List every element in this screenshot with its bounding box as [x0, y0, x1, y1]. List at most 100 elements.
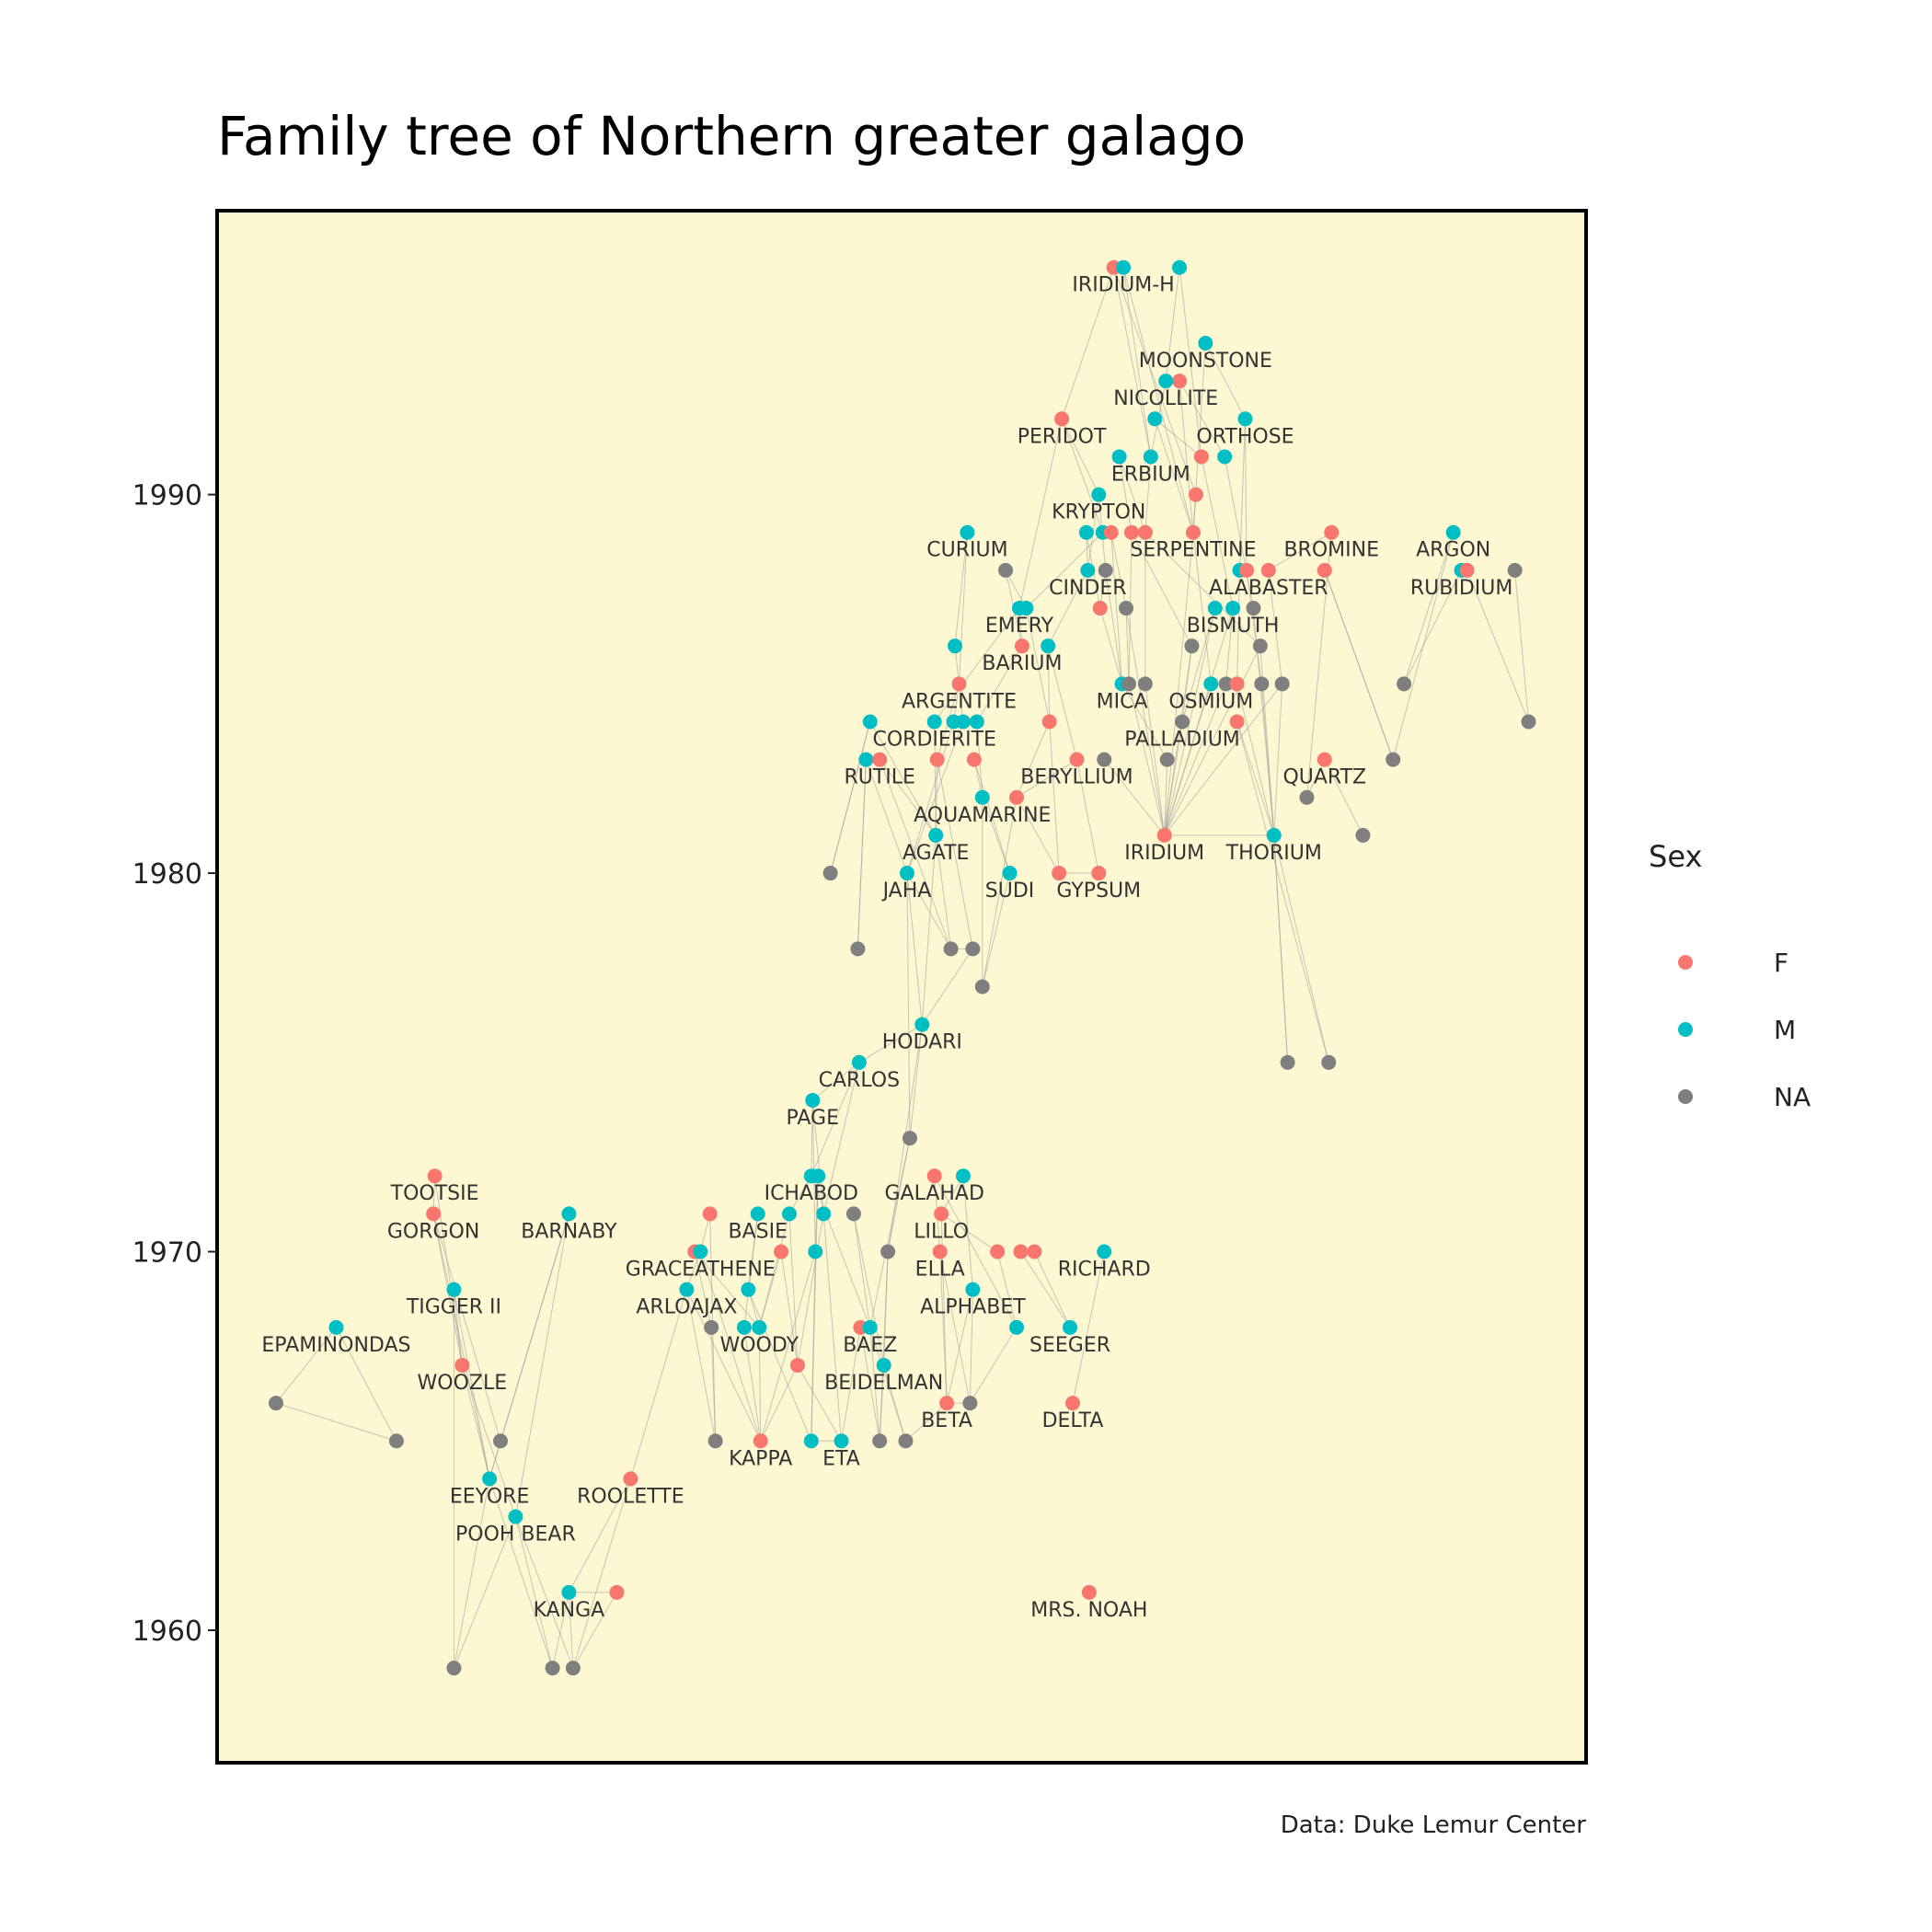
family-edge — [1164, 532, 1194, 835]
family-edge — [1273, 684, 1283, 835]
labels-layer: IRIDIUM-H MOONSTONE NICOLLITE PERIDOT ORTHOS… — [261, 274, 1512, 1622]
animal-point — [834, 1433, 849, 1449]
legend-entries: F M NA — [1678, 948, 1811, 1112]
family-edge — [432, 1213, 501, 1442]
animal-name-label: GALAHAD — [884, 1182, 983, 1205]
animal-point — [1081, 1584, 1097, 1600]
animal-point — [1188, 487, 1203, 502]
family-edge — [1179, 380, 1225, 457]
family-edge — [811, 1099, 824, 1214]
family-edge — [1144, 684, 1166, 835]
family-edge — [1033, 1251, 1071, 1328]
family-edge — [939, 1251, 948, 1404]
y-tick-label: 1960 — [132, 1616, 202, 1648]
family-edge — [1016, 759, 1077, 799]
animal-point — [1254, 676, 1270, 692]
family-edge — [937, 759, 973, 949]
family-edge — [830, 721, 871, 874]
plot-panel — [215, 209, 1588, 1765]
animal-point — [426, 1206, 442, 1222]
animal-point — [1238, 562, 1254, 578]
y-tick-label: 1980 — [132, 858, 202, 891]
animal-point — [803, 1433, 819, 1449]
animal-point — [561, 1584, 577, 1600]
animal-name-label: PALLADIUM — [1124, 728, 1240, 751]
family-edge — [905, 1402, 948, 1442]
animal-name-label: BETA — [921, 1409, 972, 1432]
family-edge — [1154, 419, 1194, 533]
animal-point — [1092, 601, 1108, 616]
animal-point — [862, 1319, 878, 1335]
family-edge — [780, 1251, 799, 1366]
animal-point — [914, 1017, 930, 1032]
family-edge — [822, 1062, 860, 1214]
animal-name-label: TIGGER II — [406, 1296, 501, 1319]
family-edge — [906, 873, 923, 1025]
animal-point — [508, 1509, 523, 1524]
animal-point — [955, 1168, 971, 1184]
animal-point — [1008, 1319, 1024, 1335]
animal-name-label: EPAMINONDAS — [261, 1334, 410, 1357]
animal-name-label: BROMINE — [1283, 539, 1379, 562]
family-edge — [453, 1289, 490, 1479]
animal-name-label: RUTILE — [844, 766, 914, 789]
animal-point — [943, 941, 959, 957]
animal-point — [872, 752, 888, 767]
family-edge — [857, 759, 867, 949]
animal-name-label: SUDI — [985, 880, 1035, 903]
animal-point — [1445, 524, 1461, 540]
legend-label: M — [1774, 1015, 1796, 1045]
animal-name-label: ARGENTITE — [902, 690, 1017, 713]
animal-point — [1123, 524, 1139, 540]
animal-name-label: LILLO — [914, 1220, 969, 1243]
animal-point — [446, 1661, 462, 1676]
family-edge — [1016, 721, 1051, 798]
animal-point — [1172, 374, 1188, 389]
family-edge — [461, 1364, 490, 1479]
animal-point — [1158, 374, 1174, 389]
family-edge — [853, 1213, 871, 1328]
family-edge — [887, 1137, 911, 1252]
animal-name-label: KAPPA — [729, 1447, 792, 1470]
animal-name-label: WOOZLE — [418, 1372, 508, 1395]
animal-name-label: CURIUM — [926, 539, 1007, 562]
family-edge — [962, 1176, 973, 1290]
family-edge — [1164, 759, 1168, 835]
family-edge — [747, 1289, 812, 1442]
animal-point — [1229, 714, 1245, 730]
animal-name-label: BERYLLIUM — [1020, 766, 1133, 789]
family-edge — [869, 1327, 880, 1442]
family-edge — [973, 759, 1011, 874]
animal-point — [929, 752, 945, 767]
animal-point — [1229, 676, 1245, 692]
animal-name-label: ICHABOD — [765, 1182, 858, 1205]
animal-point — [753, 1433, 768, 1449]
animal-point — [990, 1244, 1006, 1259]
animal-name-label: KANGA — [534, 1599, 605, 1622]
family-edge — [946, 1289, 973, 1404]
family-edge — [853, 1213, 885, 1366]
animal-point — [872, 1433, 888, 1449]
animal-point — [851, 1054, 867, 1070]
family-edge — [1047, 646, 1077, 760]
animal-point — [1008, 789, 1024, 805]
animal-point — [623, 1471, 638, 1487]
family-edge — [1110, 532, 1127, 609]
animal-point — [926, 714, 942, 730]
animal-point — [482, 1471, 498, 1487]
family-edge — [1072, 1251, 1105, 1404]
family-edge — [743, 1327, 762, 1442]
family-edge — [976, 645, 1023, 722]
animal-point — [1078, 524, 1094, 540]
animal-name-label: KRYPTON — [1052, 501, 1145, 524]
animal-point — [1324, 524, 1340, 540]
family-edge — [514, 1516, 574, 1669]
animal-name-label: ERBIUM — [1111, 463, 1190, 486]
family-edge — [921, 949, 973, 1025]
animal-point — [1027, 1244, 1042, 1259]
animal-name-label: BAEZ — [843, 1334, 897, 1357]
animal-name-label: BARIUM — [982, 652, 1062, 675]
y-tick-label: 1970 — [132, 1237, 202, 1270]
family-edge — [710, 1327, 717, 1442]
family-edge — [1236, 721, 1275, 836]
